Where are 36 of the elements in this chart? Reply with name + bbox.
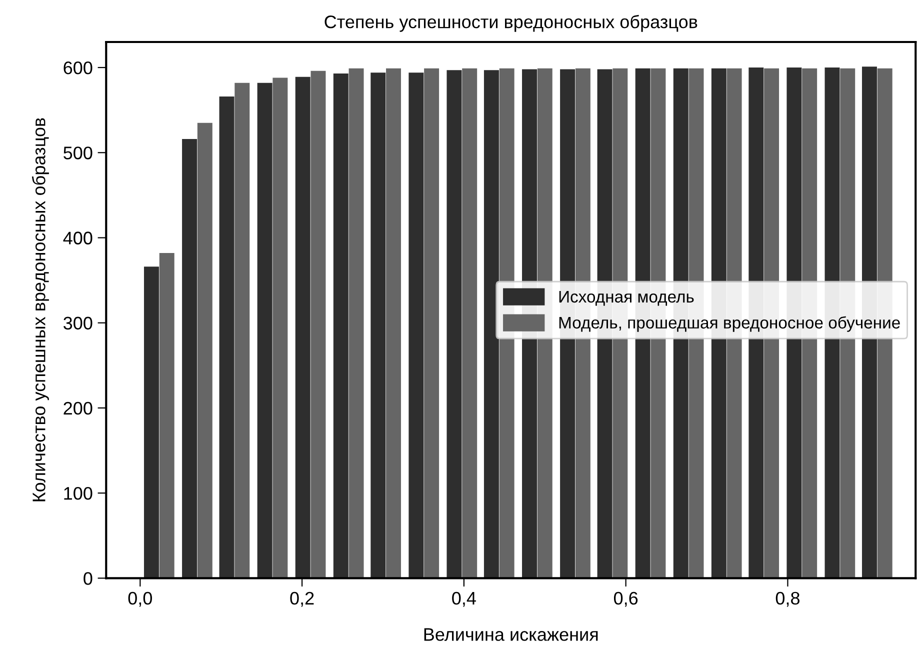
bar <box>234 82 250 578</box>
y-tick-label: 500 <box>64 146 92 160</box>
bar <box>272 78 288 578</box>
bar <box>219 96 234 578</box>
bar <box>484 70 499 578</box>
chart-title: Степень успешности вредоносных образцов <box>324 14 698 32</box>
y-tick-label: 400 <box>63 232 92 244</box>
x-axis-title: Величина искажения <box>424 628 598 641</box>
y-tick-label: 300 <box>64 316 92 330</box>
bar <box>257 82 272 578</box>
y-tick-label: 100 <box>64 486 92 500</box>
bar <box>370 72 386 578</box>
y-tick-label: 600 <box>64 61 92 74</box>
bar <box>424 68 440 578</box>
x-tick-label: 0,6 <box>614 592 638 607</box>
bar <box>446 70 462 578</box>
y-tick-label: 0 <box>84 572 92 585</box>
x-tick-label: 0,0 <box>128 592 152 607</box>
x-tick-label: 0,8 <box>776 592 800 607</box>
bar <box>348 68 364 578</box>
bar <box>408 72 424 578</box>
y-axis-title: Количество успешных вредоносных образцов <box>32 118 49 502</box>
y-tick-label: 200 <box>64 402 92 415</box>
bar <box>197 122 212 578</box>
x-tick-label: 0,4 <box>452 592 476 607</box>
bar <box>386 68 401 578</box>
bar <box>144 266 159 578</box>
bar <box>159 253 174 578</box>
bar <box>310 70 326 578</box>
legend-label: Исходная модель <box>559 290 694 306</box>
bar <box>462 68 478 578</box>
bar <box>333 73 348 578</box>
legend-label: Модель, прошедшая вредоносное обучение <box>559 316 900 332</box>
x-tick-label: 0,2 <box>290 592 314 607</box>
bar <box>182 139 198 578</box>
bar <box>295 76 310 578</box>
